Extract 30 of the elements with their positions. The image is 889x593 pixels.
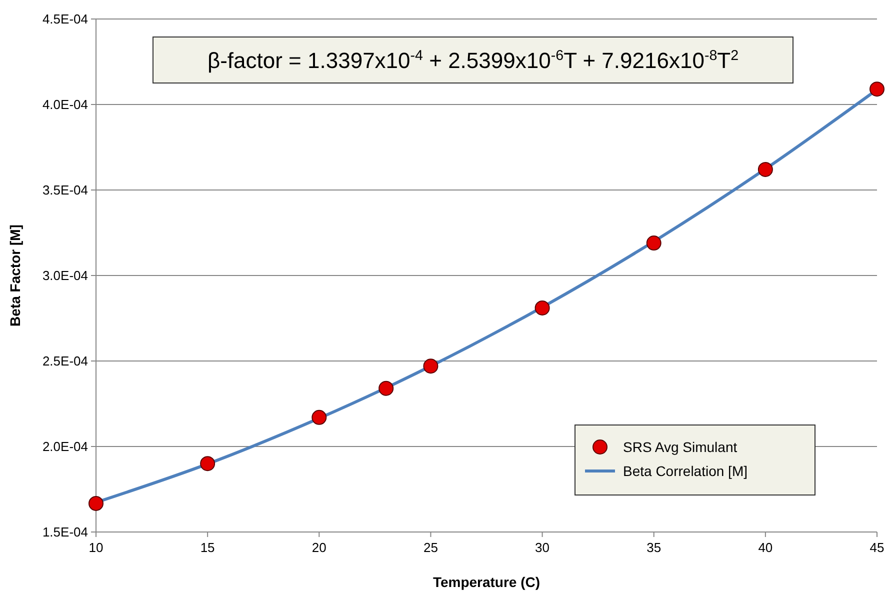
point <box>88 496 104 511</box>
y-tick-label: 2.5E-04 <box>42 354 88 369</box>
equation-box: β-factor = 1.3397x10$^{-4}$ + 2.5399x10$^{-6}$T + 7.9216x10$^{-8}$T$^{2}$ <box>152 36 794 84</box>
point <box>646 236 662 251</box>
point <box>378 380 394 396</box>
point <box>312 410 327 425</box>
point <box>534 300 550 316</box>
y-tick-label: 4.5E-04 <box>42 12 88 27</box>
x-tick-label: 45 <box>870 540 884 555</box>
legend-label: SRS Avg Simulant <box>623 438 738 455</box>
annotation: β-factor = 1.3397x10$^{-4}$ + 2.5399x10$^{-6}$T + 7.9216x10$^{-8}$T$^{2}$ <box>207 48 739 73</box>
y-tick-label: 4.0E-04 <box>42 97 88 112</box>
x-tick-label: 30 <box>535 540 550 555</box>
x-axis-title: Temperature (C) <box>432 574 540 590</box>
point <box>758 162 773 177</box>
legend-label: Beta Correlation [M] <box>623 462 748 479</box>
y-tick-label: 3.0E-04 <box>42 268 88 284</box>
x-tick-label: 20 <box>312 540 326 555</box>
y-axis-title: Beta Factor [M] <box>7 224 23 326</box>
point <box>423 358 438 374</box>
x-tick-label: 25 <box>423 540 438 555</box>
y-tick-label: 2.0E-04 <box>42 439 88 454</box>
x-tick-label: 35 <box>646 540 662 555</box>
x-tick-label: 10 <box>88 540 104 555</box>
x-tick-label: 15 <box>200 540 215 555</box>
y-tick-label: 3.5E-04 <box>42 182 88 198</box>
point <box>200 456 216 472</box>
y-tick-label: 1.5E-04 <box>42 524 88 540</box>
point <box>870 82 884 97</box>
x-tick-label: 40 <box>758 540 773 555</box>
